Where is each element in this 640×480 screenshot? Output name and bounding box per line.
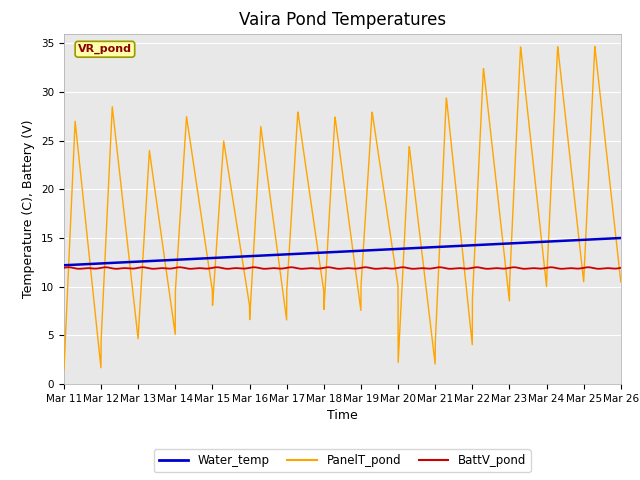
Legend: Water_temp, PanelT_pond, BattV_pond: Water_temp, PanelT_pond, BattV_pond bbox=[154, 449, 531, 472]
Text: VR_pond: VR_pond bbox=[78, 44, 132, 54]
X-axis label: Time: Time bbox=[327, 409, 358, 422]
Y-axis label: Temperature (C), Battery (V): Temperature (C), Battery (V) bbox=[22, 120, 35, 298]
Title: Vaira Pond Temperatures: Vaira Pond Temperatures bbox=[239, 11, 446, 29]
